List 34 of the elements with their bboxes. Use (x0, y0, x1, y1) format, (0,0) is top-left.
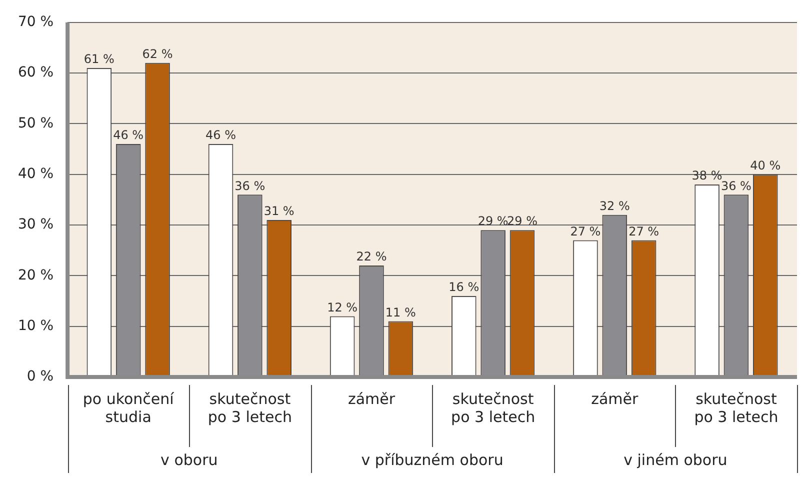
text: v oboru (160, 450, 218, 469)
data-label: 27 % (570, 224, 601, 238)
data-label: 32 % (599, 199, 630, 214)
y-tick-label: 60 % (18, 64, 54, 81)
data-label: 16 % (448, 280, 480, 294)
data-label: 61 % (84, 52, 114, 66)
x-tick-label: záměr (348, 390, 396, 408)
data-label: 46 % (206, 128, 236, 142)
data-label: 27 % (628, 224, 660, 238)
y-tick-label: 10 % (18, 318, 54, 334)
data-label: 36 % (720, 178, 752, 193)
data-label: 12 % (327, 300, 358, 314)
text: v příbuzném oboru (361, 450, 504, 469)
data-label: 46 % (113, 128, 144, 142)
y-tick-label: 70 % (18, 14, 54, 30)
y-tick-label: 20 % (18, 267, 54, 284)
y-tick-label: 50 % (18, 115, 54, 132)
x-tick-label: skutečnost po 3 letech (451, 390, 536, 426)
data-label: 29 % (478, 214, 508, 228)
data-label: 31 % (264, 204, 294, 218)
data-label: 22 % (356, 250, 387, 264)
data-label: 62 % (142, 47, 173, 62)
x-tick-label: po ukončení studia (82, 390, 175, 426)
data-label: 36 % (234, 178, 266, 193)
x-tick-label: skutečnost po 3 letech (208, 390, 292, 426)
x-tick-label: skutečnost po 3 letech (694, 390, 778, 426)
text: v jiném oboru (624, 450, 728, 469)
y-tick-label: 40 % (18, 166, 54, 182)
data-label: 29 % (506, 214, 538, 228)
data-label: 40 % (750, 158, 781, 172)
x-tick-label: záměr (591, 390, 640, 408)
y-tick-label: 30 % (18, 216, 54, 233)
y-tick-label: 0 % (26, 368, 54, 385)
data-label: 11 % (385, 305, 416, 320)
